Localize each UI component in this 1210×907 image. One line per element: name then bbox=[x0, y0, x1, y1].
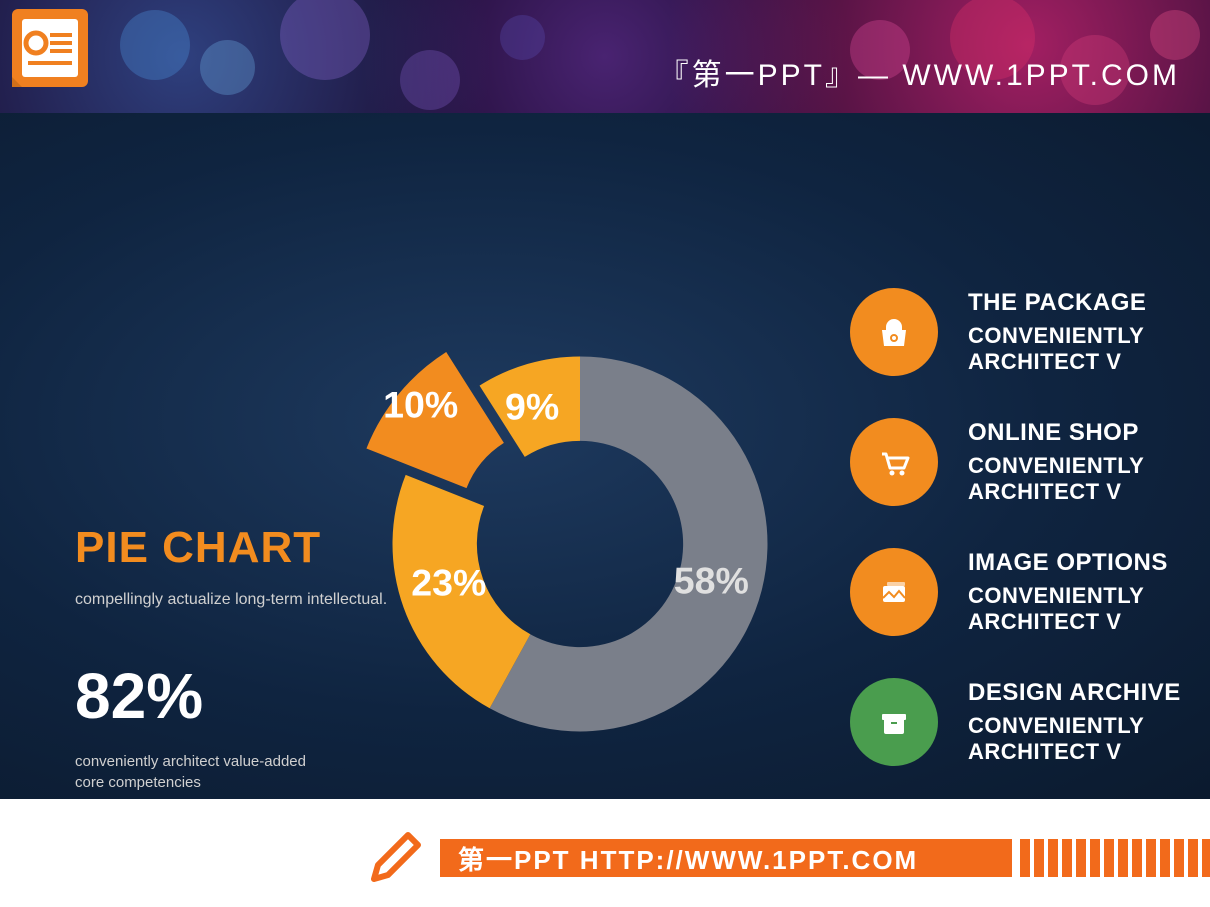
feature-sub: Conveniently architect v bbox=[968, 713, 1210, 765]
feature-sub: Conveniently architect v bbox=[968, 453, 1210, 505]
left-text-block: Pie Chart compellingly actualize long-te… bbox=[75, 523, 387, 793]
feature-title: Online Shop bbox=[968, 419, 1210, 447]
donut-label: 9% bbox=[505, 385, 559, 427]
footer-text: 第一PPT HTTP://WWW.1PPT.COM bbox=[458, 840, 918, 877]
header-banner: 『第一PPT』— WWW.1PPT.COM bbox=[0, 0, 1210, 113]
chart-title: Pie Chart bbox=[75, 523, 387, 573]
footer: 第一PPT HTTP://WWW.1PPT.COM bbox=[0, 799, 1210, 907]
feature-item: Online Shop Conveniently architect v bbox=[850, 418, 1210, 506]
feature-sub: Conveniently architect v bbox=[968, 583, 1210, 635]
bag-icon bbox=[850, 288, 938, 376]
chart-subtitle: compellingly actualize long-term intelle… bbox=[75, 591, 387, 609]
desc-text: conveniently architect value-added core … bbox=[75, 751, 387, 793]
feature-title: The Package bbox=[968, 289, 1210, 317]
archive-icon bbox=[850, 678, 938, 766]
donut-chart: 58% 23% 10% 9% bbox=[355, 333, 805, 783]
feature-item: Image Options Conveniently architect v bbox=[850, 548, 1210, 636]
ppt-logo-icon bbox=[8, 5, 92, 95]
feature-title: Image Options bbox=[968, 549, 1210, 577]
image-icon bbox=[850, 548, 938, 636]
pencil-icon bbox=[368, 829, 424, 885]
big-percentage: 82% bbox=[75, 659, 387, 733]
feature-sub: Conveniently architect v bbox=[968, 323, 1210, 375]
feature-item: Design Archive Conveniently architect v bbox=[850, 678, 1210, 766]
donut-label: 23% bbox=[411, 562, 486, 604]
main-slide: Pie Chart compellingly actualize long-te… bbox=[0, 113, 1210, 799]
cart-icon bbox=[850, 418, 938, 506]
donut-label: 58% bbox=[674, 560, 749, 602]
feature-list: The Package Conveniently architect v Onl… bbox=[850, 288, 1210, 808]
feature-item: The Package Conveniently architect v bbox=[850, 288, 1210, 376]
footer-stripes bbox=[1020, 839, 1210, 877]
donut-label: 10% bbox=[383, 383, 458, 425]
header-text: 『第一PPT』— WWW.1PPT.COM bbox=[659, 50, 1180, 94]
footer-bar: 第一PPT HTTP://WWW.1PPT.COM bbox=[440, 839, 1012, 877]
feature-title: Design Archive bbox=[968, 679, 1210, 707]
